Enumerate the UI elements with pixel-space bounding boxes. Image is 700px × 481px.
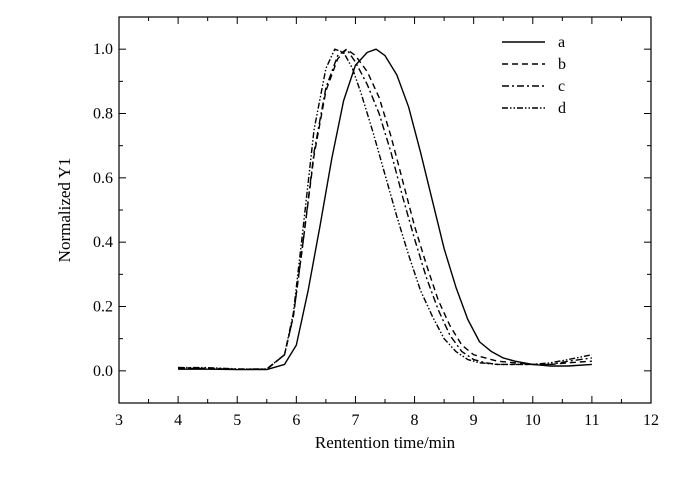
y-tick-label: 0.8 xyxy=(93,106,113,123)
series-lines xyxy=(178,48,593,371)
x-tick-label: 10 xyxy=(525,412,541,429)
legend-label-d: d xyxy=(558,100,566,117)
series-line-b xyxy=(178,48,592,370)
x-axis-title: Rentention time/min xyxy=(315,433,456,452)
series-line-d xyxy=(178,48,593,370)
y-tick-label: 0.0 xyxy=(93,363,113,380)
series-line-c xyxy=(178,48,592,370)
y-tick-label: 0.2 xyxy=(93,299,113,316)
x-tick-label: 11 xyxy=(584,412,599,429)
y-axis-title: Normalized Y1 xyxy=(55,158,74,263)
legend-label-a: a xyxy=(558,34,565,51)
y-tick-labels: 0.0 0.2 0.4 0.6 0.8 1.0 xyxy=(93,41,113,380)
legend-label-c: c xyxy=(558,78,565,95)
x-tick-labels: 3 4 5 6 7 8 9 10 11 12 xyxy=(115,412,659,429)
x-tick-label: 12 xyxy=(643,412,659,429)
x-tick-label: 5 xyxy=(233,412,241,429)
axis-ticks xyxy=(118,16,652,404)
y-tick-label: 1.0 xyxy=(93,41,113,58)
x-tick-label: 9 xyxy=(470,412,478,429)
y-tick-label: 0.4 xyxy=(93,234,113,251)
legend-label-b: b xyxy=(558,56,566,73)
y-tick-label: 0.6 xyxy=(93,170,113,187)
x-tick-label: 8 xyxy=(411,412,419,429)
plot-frame xyxy=(118,16,652,404)
series-line-a xyxy=(178,48,592,371)
x-tick-label: 7 xyxy=(351,412,359,429)
x-tick-label: 4 xyxy=(174,412,182,429)
x-tick-label: 6 xyxy=(292,412,300,429)
x-tick-label: 3 xyxy=(115,412,123,429)
